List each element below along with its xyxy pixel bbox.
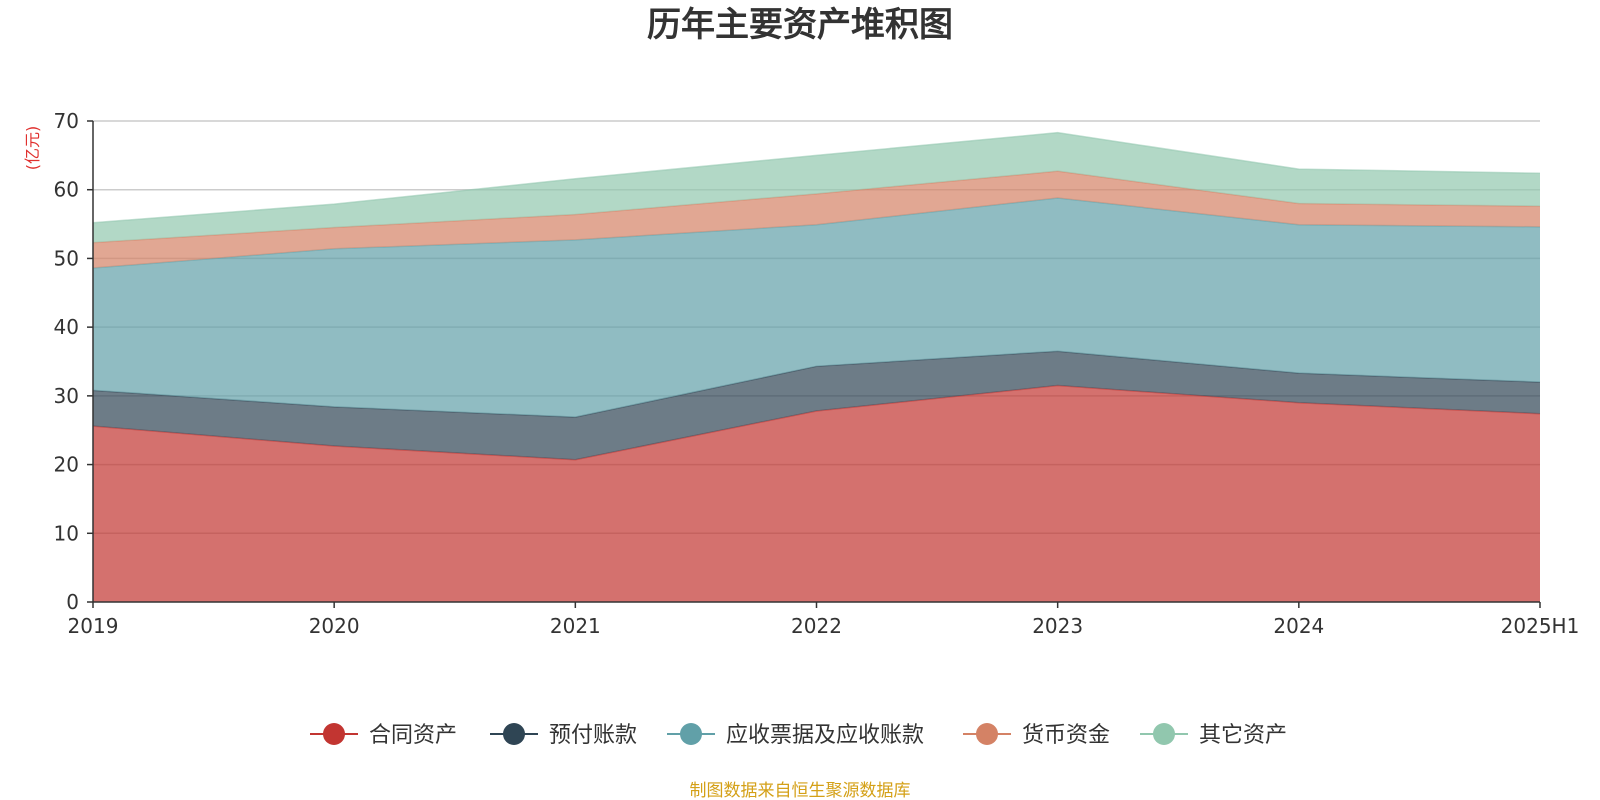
legend-item-5[interactable]: 其它资产: [1140, 723, 1287, 748]
y-tick-label: 0: [66, 590, 79, 614]
chart-title: 历年主要资产堆积图: [647, 5, 953, 45]
x-tick-label: 2024: [1273, 614, 1324, 638]
legend-marker-icon: [1153, 723, 1175, 745]
legend-label: 预付账款: [549, 723, 637, 748]
area-series-3: [93, 197, 1540, 418]
area-series-4: [93, 171, 1540, 269]
axes: 0 10 20 30 40 50 60 70 2019 2020 2021 2022 2023 2024 2…: [54, 109, 1580, 638]
area-series-1: [93, 385, 1540, 602]
legend-marker-icon: [323, 723, 345, 745]
x-tick-label: 2019: [68, 614, 119, 638]
data-source-note: 制图数据来自恒生聚源数据库: [690, 781, 911, 800]
legend-marker-icon: [976, 723, 998, 745]
legend: 合同资产 预付账款 应收票据及应收账款 货币资金 其它资产: [310, 723, 1287, 748]
x-tick-label: 2021: [550, 614, 601, 638]
area-series-5: [93, 132, 1540, 243]
y-tick-label: 70: [54, 109, 79, 133]
y-tick-label: 60: [54, 178, 79, 202]
area-series-group: [92, 131, 1541, 602]
legend-item-4[interactable]: 货币资金: [963, 723, 1110, 748]
legend-item-3[interactable]: 应收票据及应收账款: [667, 723, 924, 748]
legend-label: 货币资金: [1022, 723, 1110, 748]
x-tick-label: 2020: [309, 614, 360, 638]
x-tick-label: 2022: [791, 614, 842, 638]
legend-marker-icon: [503, 723, 525, 745]
legend-marker-icon: [680, 723, 702, 745]
area-series-2: [93, 351, 1540, 460]
area-series-5-top-line: [92, 131, 1541, 224]
y-tick-label: 50: [54, 246, 79, 270]
y-tick-label: 40: [54, 315, 79, 339]
area-series-3-top-line: [92, 197, 1541, 269]
x-tick-label: 2025H1: [1501, 614, 1580, 638]
x-tick-label: 2023: [1032, 614, 1083, 638]
legend-label: 应收票据及应收账款: [726, 723, 924, 748]
y-axis-unit-label: (亿元): [23, 126, 42, 171]
y-tick-label: 20: [54, 453, 79, 477]
legend-label: 其它资产: [1199, 723, 1287, 748]
y-tick-label: 30: [54, 384, 79, 408]
y-tick-label: 10: [54, 521, 79, 545]
legend-item-1[interactable]: 合同资产: [310, 723, 457, 748]
legend-item-2[interactable]: 预付账款: [490, 723, 637, 748]
legend-label: 合同资产: [369, 723, 457, 748]
